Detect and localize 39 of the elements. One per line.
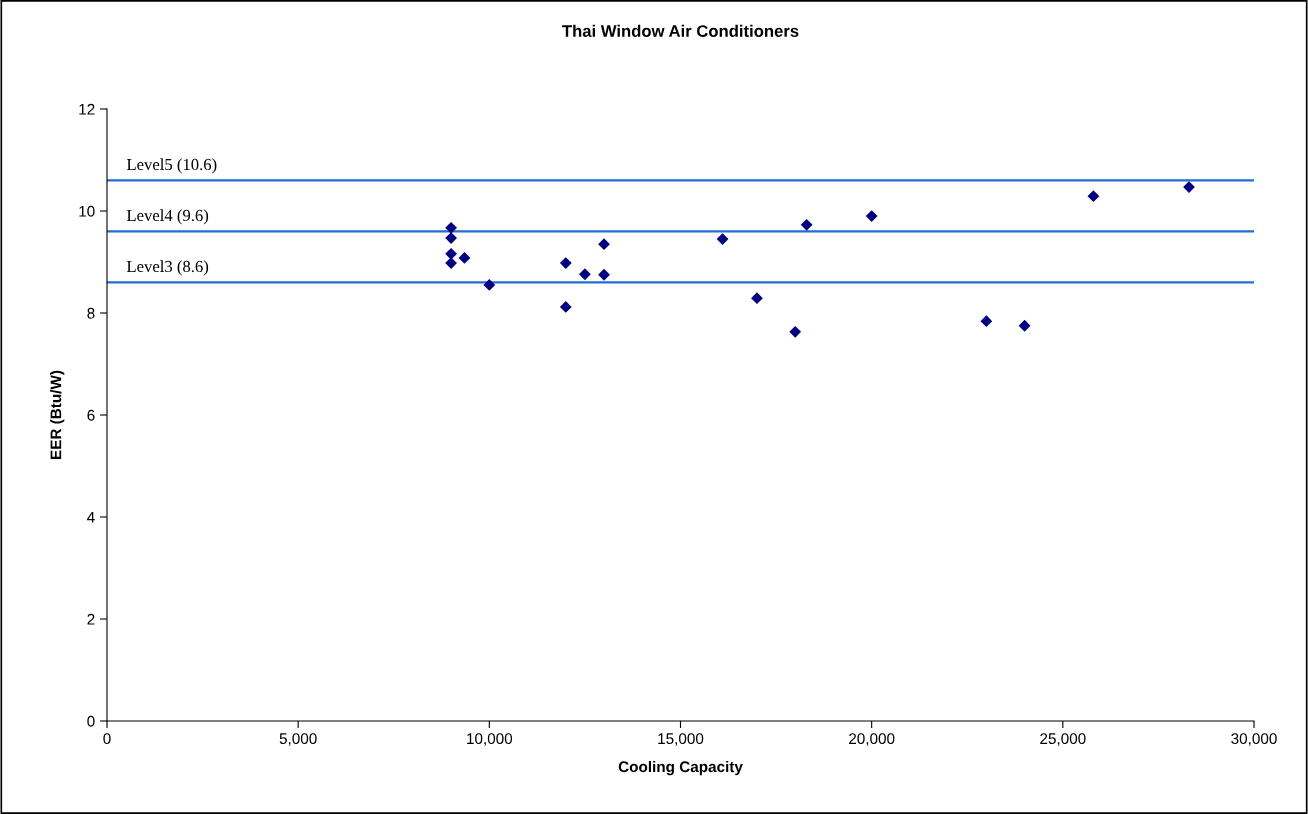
point — [865, 210, 878, 222]
point — [559, 300, 572, 313]
x-tick-label: 20,000 — [849, 733, 895, 746]
point — [980, 315, 993, 328]
y-tick-label: 8 — [87, 307, 95, 319]
point — [445, 232, 457, 244]
point — [1018, 319, 1031, 332]
point — [716, 233, 729, 245]
y-tick-label: 0 — [87, 715, 95, 727]
point — [789, 325, 802, 338]
point — [559, 257, 572, 269]
x-tick-label: 10,000 — [467, 733, 513, 746]
x-tick-label: 25,000 — [1040, 733, 1086, 746]
point — [579, 268, 591, 281]
chart-title: Thai Window Air Conditioners — [562, 24, 799, 37]
point — [445, 247, 457, 260]
point — [598, 268, 610, 281]
x-tick-label: 0 — [103, 733, 111, 745]
point — [458, 252, 471, 264]
point — [483, 279, 496, 291]
point — [445, 221, 457, 234]
x-axis-title: Cooling Capacity — [618, 760, 743, 776]
point — [445, 257, 457, 269]
point — [598, 238, 610, 251]
point — [751, 292, 763, 305]
point — [1087, 190, 1100, 203]
x-tick-label: 15,000 — [658, 733, 704, 746]
x-tick-label: 30,000 — [1231, 733, 1277, 746]
y-tick-label: 2 — [87, 613, 95, 625]
x-tick-label: 5,000 — [279, 733, 317, 746]
ref-line-label: Level5 (10.6) — [126, 158, 217, 174]
y-axis-title: EER (Btu/W) — [50, 370, 65, 459]
y-tick-label: 12 — [79, 103, 95, 115]
point — [800, 218, 813, 231]
y-tick-label: 6 — [87, 409, 95, 421]
ref-line-label: Level3 (8.6) — [126, 260, 209, 276]
y-tick-label: 10 — [79, 205, 95, 217]
y-tick-label: 4 — [87, 512, 95, 523]
ref-line-label: Level4 (9.6) — [126, 209, 209, 225]
